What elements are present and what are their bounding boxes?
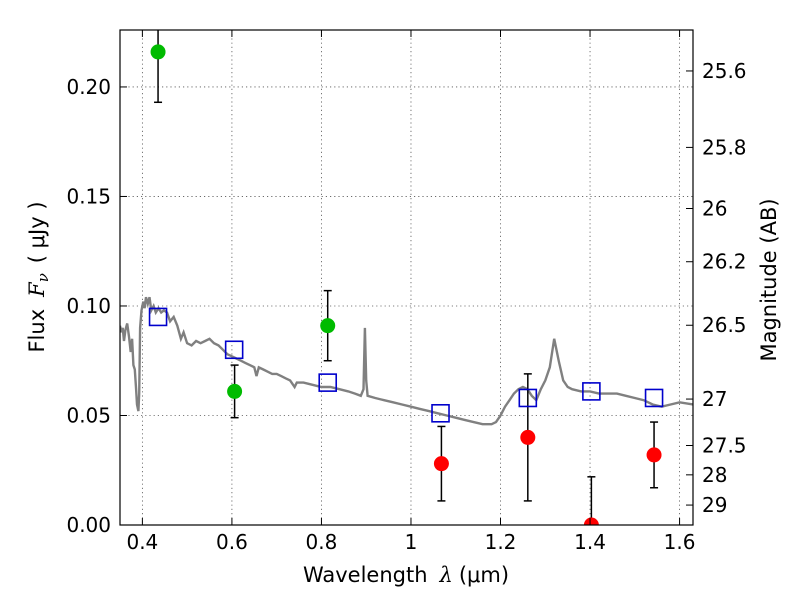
y2-tick-label: 29 [702,493,727,517]
x-tick-label: 0.4 [126,530,158,554]
detection-point [227,383,243,399]
y-tick-label: 0.00 [66,513,111,537]
grid [120,30,693,526]
y2-axis-label: Magnitude (AB) [757,198,781,361]
non-detection-point [646,447,662,463]
model-spectrum-line [120,296,693,426]
x-axis-label: Wavelength λ (μm) [303,563,509,587]
x-tick-label: 1.2 [485,530,517,554]
y-axis-label-math-sub: ν [34,273,52,282]
model-photometry-square [318,373,338,392]
detection-point [150,44,166,60]
plot-area [120,30,693,525]
x-tick-label: 1 [405,530,418,554]
non-detection-point [433,456,449,472]
x-tick-label: 0.6 [216,530,248,554]
y2-tick-label: 27 [702,387,727,411]
non-detection-point [583,517,599,525]
y-tick-label: 0.15 [66,184,111,208]
y2-tick-label: 26.5 [702,313,747,337]
y2-tick-label: 27.5 [702,433,747,457]
detection-point [320,318,336,334]
y2-tick-label: 25.6 [702,59,747,83]
non-detection-point [520,429,536,445]
y-tick-label: 0.10 [66,294,111,318]
x-axis-label-prefix: Wavelength [303,563,428,587]
y-axis-label-unit: ( μJy ) [25,201,49,263]
y2-tick-label: 25.8 [702,135,747,159]
axis-tick-labels: 0.4 0.6 0.8 1 1.2 1.4 1.6 0.00 0.05 0.10 0.15 0.20 2… [66,59,746,554]
x-tick-label: 1.6 [664,530,696,554]
x-axis-label-math: λ [439,563,453,587]
y2-tick-label: 26.2 [702,250,747,274]
y-axis-label-prefix: Flux [25,309,49,353]
model-photometry-square [224,340,244,360]
y-tick-label: 0.05 [66,403,111,427]
axis-ticks [120,30,693,526]
x-tick-label: 1.4 [574,530,606,554]
x-tick-label: 0.8 [306,530,338,554]
x-axis-label-unit: (μm) [459,563,509,587]
plot-frame [119,29,694,526]
y2-tick-label: 28 [702,463,727,487]
model-photometry-square [518,388,538,408]
y-axis-label-math: F [25,281,49,298]
model-photometry-square [644,388,664,408]
model-photometry-square [582,382,601,401]
model-photometry-square [148,307,168,327]
y-tick-label: 0.20 [66,75,111,99]
model-photometry-square [431,403,450,423]
y-axis-label: Flux Fν ( μJy ) [25,201,52,352]
y2-tick-label: 26 [702,197,727,221]
